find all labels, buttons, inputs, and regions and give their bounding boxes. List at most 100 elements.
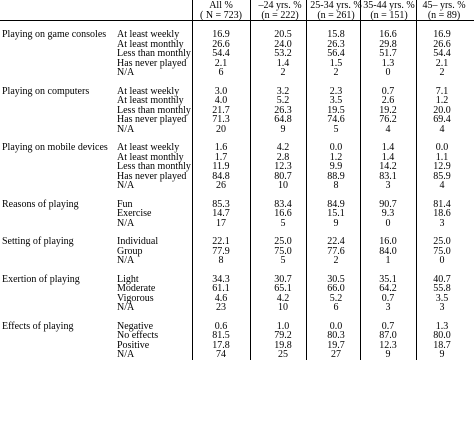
table-row: Less than monthly 54.4 53.2 56.4 51.7 54.4 — [0, 49, 474, 59]
cell-35-44: 0.7 — [381, 85, 395, 97]
cell-45-plus: 4 — [439, 180, 445, 191]
cell-under-24: 20.5 — [274, 29, 292, 40]
header-col-25-34-line1: 25-34 yrs. % — [310, 0, 362, 11]
cell-25-34: 22.4 — [327, 236, 345, 247]
section-title: Exertion of playing — [2, 273, 80, 285]
cell-all: 6 — [218, 67, 224, 78]
table-row: Reasons of playing Fun 85.3 83.4 84.9 90.7 81.… — [0, 198, 474, 210]
cell-25-34: 1.2 — [329, 151, 343, 163]
row-label: Negative — [117, 320, 154, 332]
cell-under-24: 25 — [278, 349, 288, 360]
row-label: Less than monthly — [117, 48, 191, 59]
table-row: At least monthly 4.0 5.2 3.5 2.6 1.2 — [0, 96, 474, 106]
cell-under-24: 4.2 — [276, 142, 290, 153]
cell-25-34: 0.0 — [329, 320, 343, 332]
cell-45-plus: 0 — [439, 255, 445, 266]
row-label: Has never played — [117, 170, 187, 182]
cell-35-44: 64.2 — [379, 283, 397, 294]
cell-35-44: 87.0 — [379, 330, 397, 341]
cell-35-44: 76.2 — [379, 114, 397, 125]
table-row: Playing on game consoles At least weekly 1… — [0, 30, 474, 40]
cell-35-44: 83.1 — [379, 170, 397, 182]
header-col-all-line1: All % — [209, 0, 233, 11]
cell-under-24: 19.8 — [274, 339, 292, 351]
cell-25-34: 2 — [333, 67, 339, 78]
header-col-45-plus-line2: (n = 89) — [427, 9, 461, 21]
cell-25-34: 56.4 — [327, 48, 345, 59]
cell-45-plus: 69.4 — [433, 114, 451, 125]
cell-25-34: 5 — [333, 123, 339, 135]
cell-35-44: 90.7 — [379, 198, 397, 210]
cell-25-34: 2 — [333, 255, 339, 266]
row-label: Individual — [117, 236, 159, 247]
cell-all: 26.6 — [212, 38, 230, 50]
cell-all: 17.8 — [212, 339, 230, 351]
cell-under-24: 65.1 — [274, 283, 292, 294]
cell-under-24: 5 — [280, 217, 286, 229]
cell-45-plus: 12.9 — [433, 161, 451, 172]
header-col-45-plus-line1: 45– yrs. % — [422, 0, 466, 11]
cell-all: 81.5 — [212, 330, 230, 341]
table-row: Setting of playing Individual 22.1 25.0 22.4… — [0, 237, 474, 247]
row-label: No effects — [117, 330, 159, 341]
row-label: Less than monthly — [117, 161, 191, 172]
row-label: N/A — [117, 255, 135, 266]
cell-35-44: 0 — [385, 217, 391, 229]
cell-35-44: 3 — [385, 302, 391, 313]
cell-under-24: 79.2 — [274, 330, 292, 341]
header-col-35-44-line1: 35-44 yrs. % — [363, 0, 415, 11]
cell-all: 16.9 — [212, 29, 230, 40]
cell-all: 2.1 — [214, 57, 228, 69]
cell-25-34: 19.5 — [327, 104, 345, 116]
cell-25-34: 5.2 — [329, 292, 343, 304]
cell-all: 0.6 — [214, 320, 228, 332]
cell-25-34: 26.3 — [327, 38, 345, 50]
cell-under-24: 2 — [280, 67, 286, 78]
table-row: N/A 23 10 6 3 3 — [0, 303, 474, 313]
cell-35-44: 1 — [385, 255, 391, 266]
cell-45-plus: 1.1 — [435, 151, 449, 163]
cell-45-plus: 18.6 — [433, 208, 451, 219]
cell-45-plus: 54.4 — [433, 48, 451, 59]
column-divider — [250, 0, 251, 360]
cell-all: 1.6 — [214, 142, 228, 153]
section-title: Reasons of playing — [2, 198, 79, 210]
cell-under-24: 4.2 — [276, 292, 290, 304]
cell-under-24: 80.7 — [274, 170, 292, 182]
column-divider — [306, 0, 307, 360]
cell-under-24: 9 — [280, 123, 286, 135]
cell-under-24: 75.0 — [274, 245, 292, 257]
cell-35-44: 0.7 — [381, 320, 395, 332]
table-row: N/A 74 25 27 9 9 — [0, 350, 474, 360]
cell-35-44: 1.4 — [381, 142, 395, 153]
row-label: Light — [117, 273, 139, 285]
survey-table: All % ( N = 723) –24 yrs. % (n = 222) 25… — [0, 0, 474, 360]
cell-45-plus: 20.0 — [433, 104, 451, 116]
header-col-under-24: –24 yrs. % (n = 222) — [250, 1, 310, 20]
table-row: Has never played 71.3 64.8 74.6 76.2 69.4 — [0, 115, 474, 125]
cell-35-44: 2.6 — [381, 95, 395, 106]
row-label: N/A — [117, 217, 135, 229]
cell-all: 77.9 — [212, 245, 230, 257]
cell-25-34: 0.0 — [329, 142, 343, 153]
table-row: N/A 6 2 2 0 2 — [0, 68, 474, 78]
cell-25-34: 2.3 — [329, 85, 343, 97]
cell-all: 54.4 — [212, 48, 230, 59]
section-title: Playing on computers — [2, 85, 90, 97]
cell-25-34: 9.9 — [329, 161, 343, 172]
table-body: Playing on game consoles At least weekly 1… — [0, 21, 474, 360]
cell-under-24: 24.0 — [274, 38, 292, 50]
header-col-all: All % ( N = 723) — [196, 1, 246, 20]
cell-35-44: 9.3 — [381, 208, 395, 219]
cell-under-24: 1.0 — [276, 320, 290, 332]
cell-35-44: 51.7 — [379, 48, 397, 59]
cell-all: 17 — [216, 217, 226, 229]
table-row: No effects 81.5 79.2 80.3 87.0 80.0 — [0, 331, 474, 341]
cell-under-24: 5.2 — [276, 95, 290, 106]
cell-all: 84.8 — [212, 170, 230, 182]
table-row: Exertion of playing Light 34.3 30.7 30.5 35.1… — [0, 273, 474, 285]
cell-all: 23 — [216, 302, 226, 313]
cell-all: 22.1 — [212, 236, 230, 247]
cell-under-24: 83.4 — [274, 198, 292, 210]
cell-all: 21.7 — [212, 104, 230, 116]
